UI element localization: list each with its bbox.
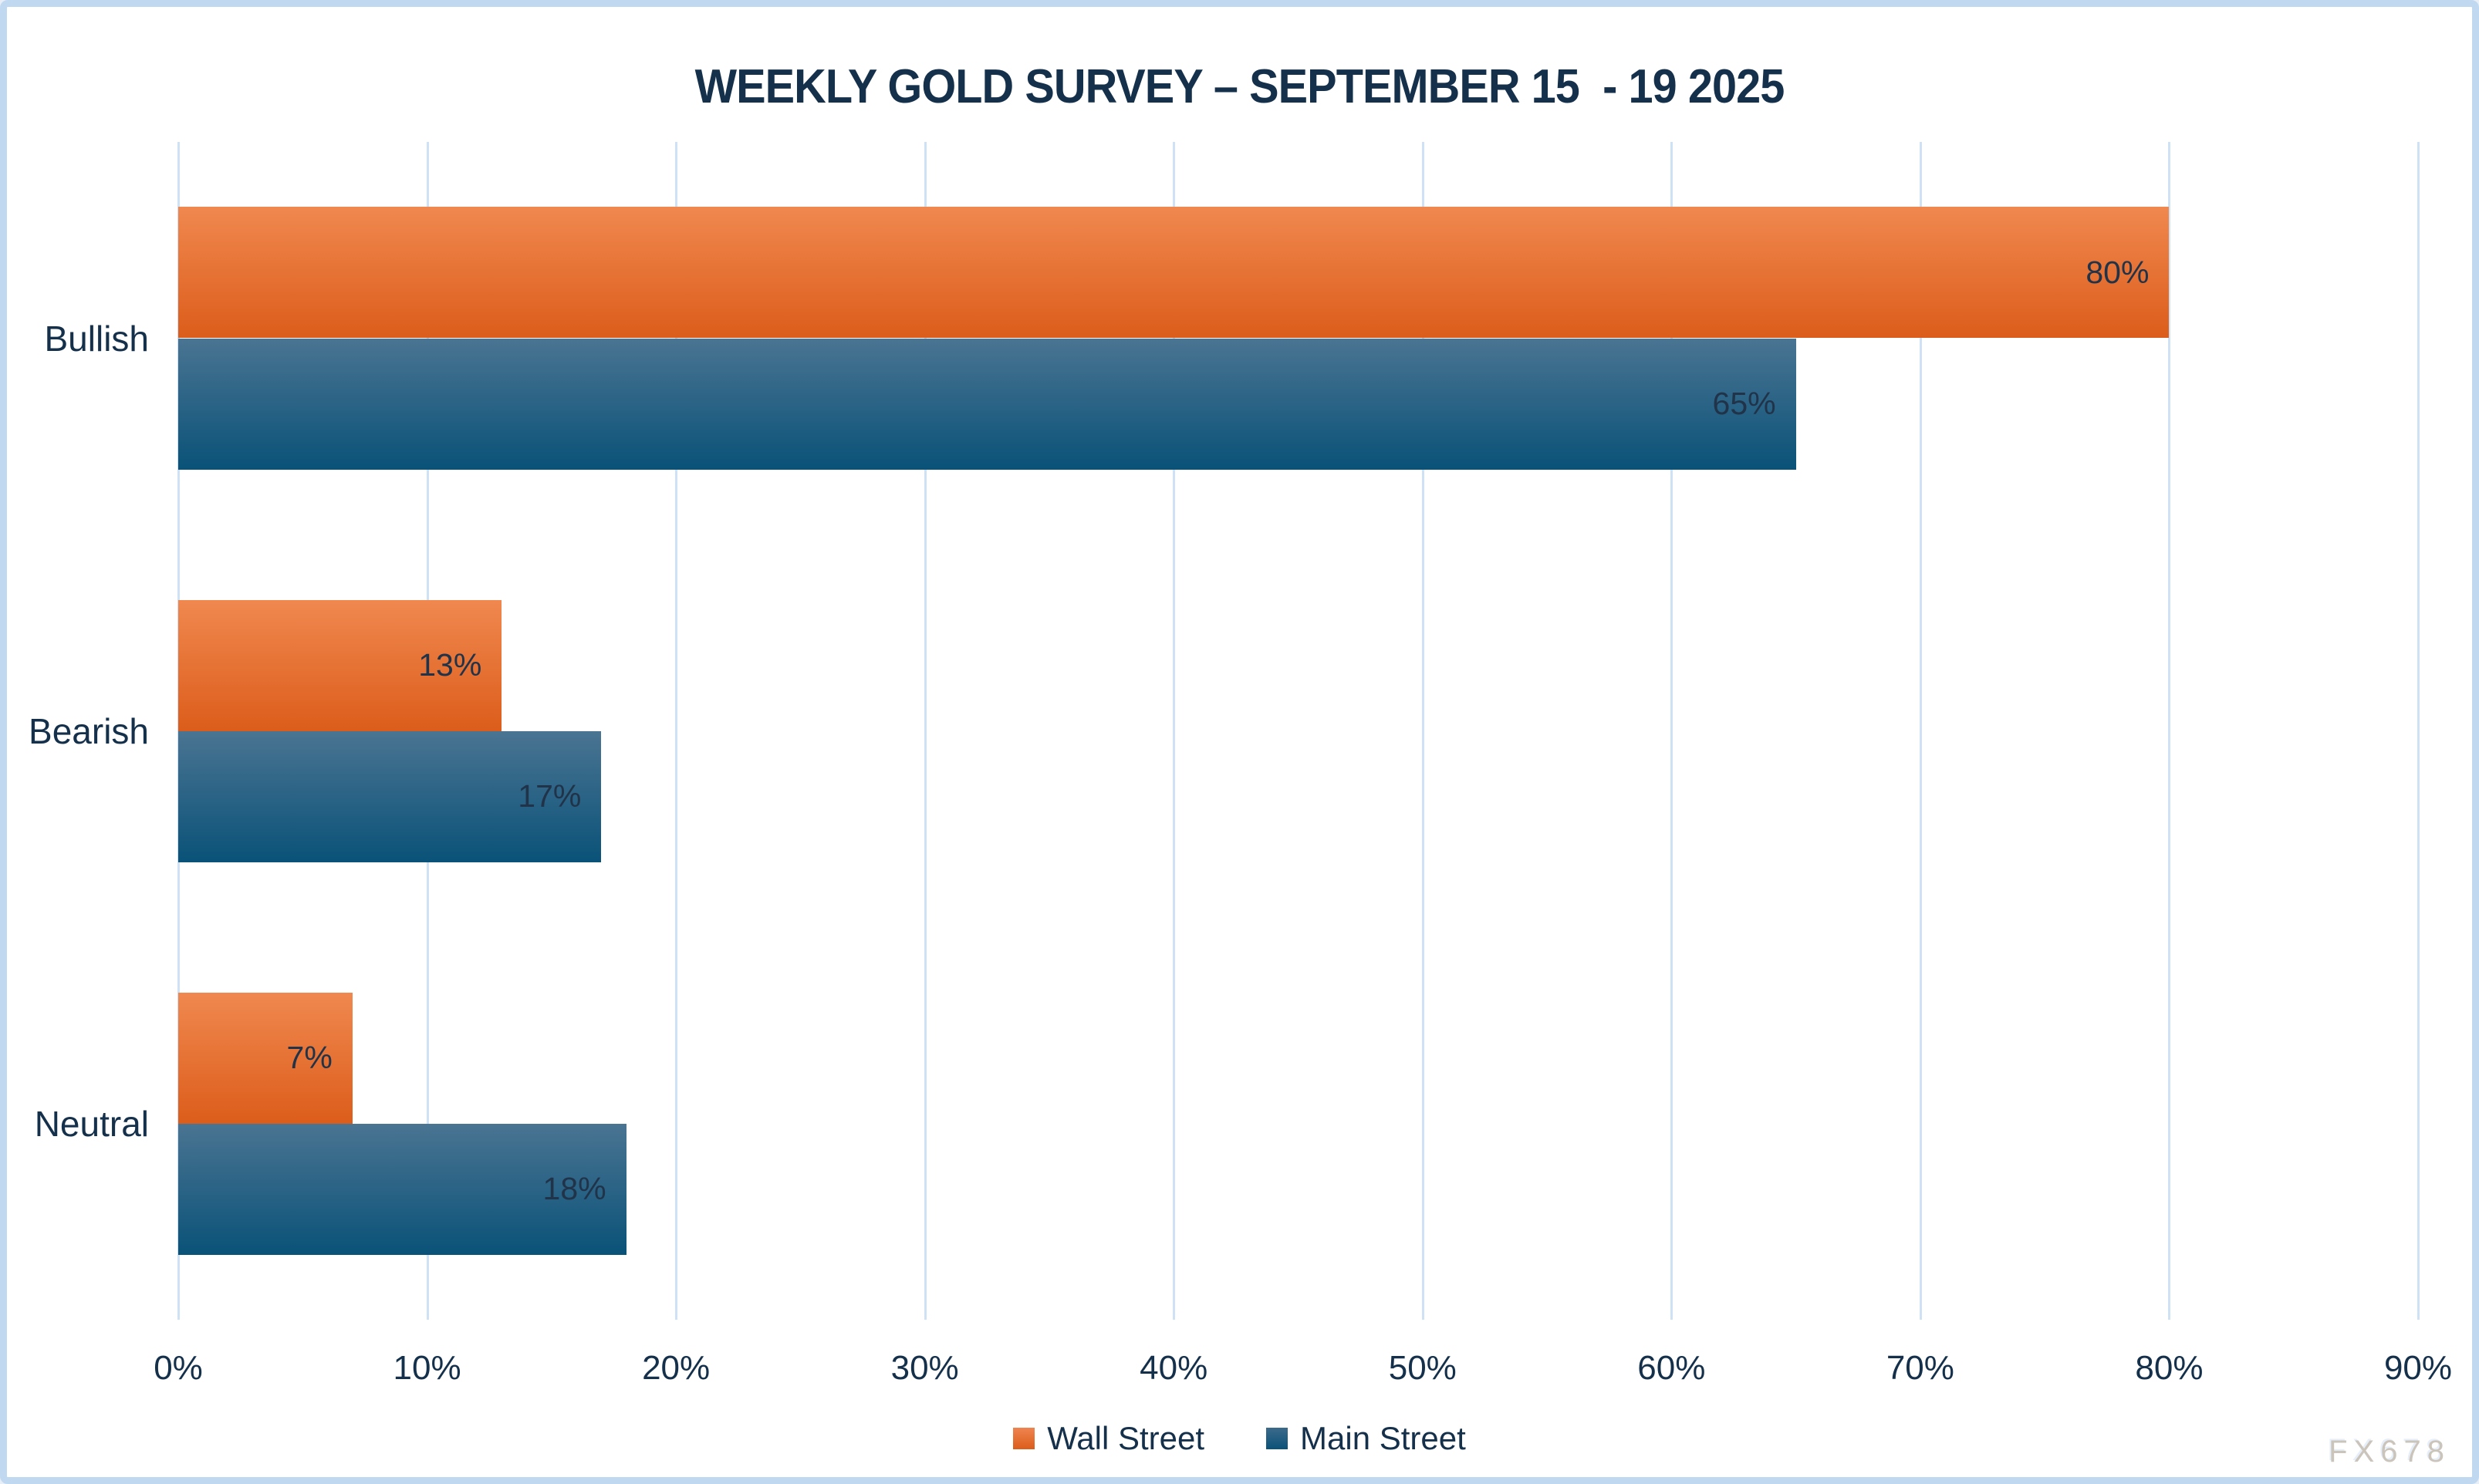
value-label-wall-street-bullish: 80% bbox=[2086, 254, 2150, 290]
value-label-wall-street-neutral: 7% bbox=[286, 1040, 333, 1075]
legend-label-wall-street: Wall Street bbox=[1047, 1420, 1205, 1456]
x-tick-10: 10% bbox=[393, 1349, 461, 1387]
x-tick-50: 50% bbox=[1388, 1349, 1457, 1387]
value-label-wall-street-bearish: 13% bbox=[418, 647, 482, 683]
legend-item-wall-street: Wall Street bbox=[1013, 1420, 1204, 1457]
chart-title: WEEKLY GOLD SURVEY – SEPTEMBER 15 - 19 2… bbox=[694, 60, 1785, 113]
x-tick-60: 60% bbox=[1637, 1349, 1706, 1387]
legend-label-main-street: Main Street bbox=[1300, 1420, 1466, 1456]
value-label-main-street-bullish: 65% bbox=[1712, 386, 1776, 421]
x-tick-70: 70% bbox=[1886, 1349, 1954, 1387]
gridline-70 bbox=[1919, 142, 1922, 1320]
bar-wall-street-bearish: 13% bbox=[178, 599, 502, 731]
gridline-90 bbox=[2417, 142, 2420, 1320]
watermark: FX678 bbox=[2329, 1435, 2450, 1469]
legend-swatch-main-street bbox=[1266, 1428, 1288, 1449]
x-tick-20: 20% bbox=[642, 1349, 711, 1387]
gridline-60 bbox=[1670, 142, 1673, 1320]
category-label-bearish: Bearish bbox=[29, 710, 149, 751]
bar-main-street-bullish: 65% bbox=[178, 338, 1796, 470]
x-tick-80: 80% bbox=[2135, 1349, 2204, 1387]
legend: Wall Street Main Street bbox=[7, 1420, 2472, 1457]
bar-main-street-neutral: 18% bbox=[178, 1123, 627, 1255]
category-label-bullish: Bullish bbox=[44, 318, 149, 359]
value-label-main-street-neutral: 18% bbox=[542, 1171, 606, 1206]
category-label-neutral: Neutral bbox=[34, 1103, 149, 1144]
x-tick-30: 30% bbox=[890, 1349, 959, 1387]
value-label-main-street-bearish: 17% bbox=[518, 778, 582, 814]
gridline-40 bbox=[1173, 142, 1176, 1320]
gridline-20 bbox=[675, 142, 678, 1320]
bar-wall-street-neutral: 7% bbox=[178, 992, 353, 1124]
plot-area: 0% 10% 20% 30% 40% 50% 60% 70% 80% 90% Bullish 80% 6… bbox=[29, 142, 2452, 1387]
gridline-80 bbox=[2168, 142, 2171, 1320]
x-tick-40: 40% bbox=[1140, 1349, 1208, 1387]
x-tick-90: 90% bbox=[2383, 1349, 2453, 1387]
bar-main-street-bearish: 17% bbox=[178, 730, 602, 862]
x-tick-0: 0% bbox=[154, 1349, 203, 1387]
gridline-50 bbox=[1421, 142, 1424, 1320]
legend-item-main-street: Main Street bbox=[1266, 1420, 1466, 1457]
gridline-30 bbox=[924, 142, 927, 1320]
legend-swatch-wall-street bbox=[1013, 1428, 1035, 1449]
bar-wall-street-bullish: 80% bbox=[178, 207, 2170, 339]
